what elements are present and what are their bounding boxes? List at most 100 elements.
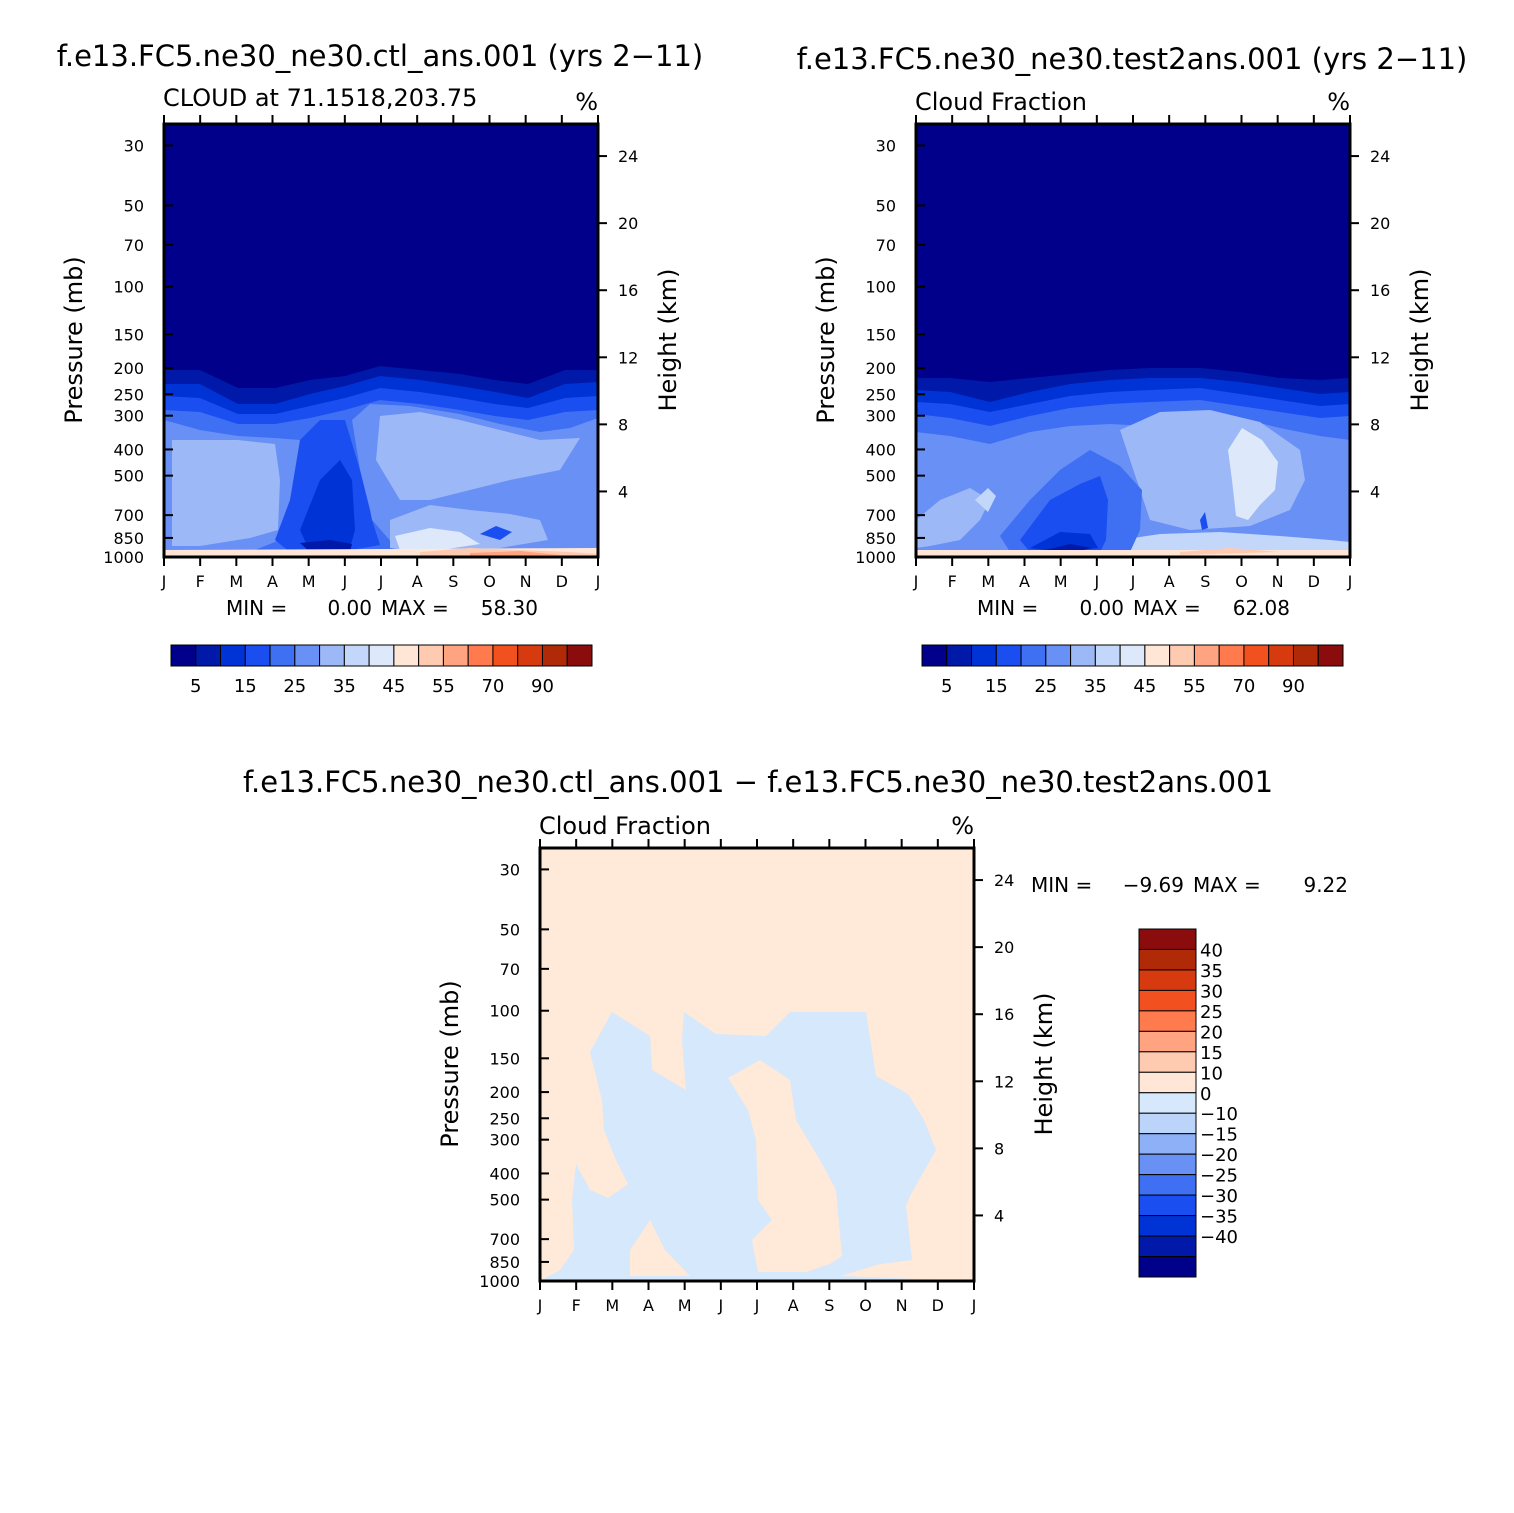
- x-tick-label: A: [412, 572, 423, 591]
- colorbar-swatch: [195, 644, 222, 667]
- x-tick-label: A: [267, 572, 278, 591]
- colorbar-swatch: [393, 644, 420, 667]
- y-tick-label: 1000: [855, 548, 896, 567]
- x-tick-label: A: [1019, 572, 1030, 591]
- x-tick-label: O: [859, 1296, 872, 1315]
- y-tick-label: 100: [865, 278, 896, 297]
- colorbar-label: 15: [1200, 1043, 1223, 1064]
- colorbar-label: 15: [234, 676, 257, 697]
- max-label: MAX =: [381, 596, 449, 620]
- y-tick-label: 50: [500, 920, 520, 939]
- colorbar-swatch: [1218, 644, 1245, 667]
- colorbar-swatch: [492, 644, 519, 667]
- height-tick-label: 16: [994, 1005, 1014, 1024]
- colorbar-swatch: [467, 644, 494, 667]
- y-axis-height: 24 20 16 12 8 4: [1350, 147, 1390, 501]
- colorbar-label: −20: [1200, 1145, 1238, 1166]
- contour-band-20d: [1200, 512, 1208, 530]
- colorbar-swatch: [368, 644, 395, 667]
- max-label: MAX =: [1133, 596, 1201, 620]
- x-tick-label: F: [196, 572, 205, 591]
- colorbar-swatch: [1138, 1030, 1197, 1053]
- y-tick-label: 200: [489, 1083, 520, 1102]
- colorbar-swatch: [1138, 1112, 1197, 1135]
- colorbar-label: 25: [283, 676, 306, 697]
- panel-test: f.e13.FC5.ne30_ne30.test2ans.001 (yrs 2−…: [797, 42, 1468, 697]
- units-label: %: [575, 88, 598, 116]
- colorbar-swatch: [244, 644, 271, 667]
- min-value: −9.69: [1123, 873, 1184, 897]
- colorbar-swatch: [517, 644, 543, 667]
- contour-band-40: [1228, 428, 1278, 520]
- x-tick-label: D: [556, 572, 568, 591]
- y-tick-label: 300: [113, 407, 144, 426]
- x-tick-label: J: [595, 572, 601, 591]
- colorbar-swatch: [1138, 1215, 1197, 1237]
- min-value: 0.00: [327, 596, 372, 620]
- contour-band-40: [395, 528, 480, 550]
- colorbar-labels: 5 15 25 35 45 55 70 90: [190, 676, 554, 697]
- colorbar-swatch: [1094, 644, 1121, 667]
- colorbar-swatch: [946, 644, 973, 667]
- contour-field: [916, 124, 1350, 557]
- colorbar-label: 25: [1200, 1002, 1223, 1023]
- x-tick-label: J: [1130, 572, 1136, 591]
- colorbar-swatch: [442, 644, 469, 667]
- x-tick-label: A: [643, 1296, 654, 1315]
- colorbar-swatch: [1138, 948, 1197, 971]
- y-axis-label: Pressure (mb): [812, 256, 840, 423]
- y-tick-label: 700: [865, 506, 896, 525]
- colorbar-swatch: [269, 644, 296, 667]
- colorbar-swatch: [1138, 1010, 1197, 1032]
- colorbar-swatch: [995, 644, 1022, 667]
- colorbar: [170, 644, 593, 667]
- x-tick-label: S: [1200, 572, 1210, 591]
- contour-band-35: [172, 440, 280, 546]
- contour-band-40c: [1120, 532, 1350, 552]
- panel-subtitle: CLOUD at 71.1518,203.75: [163, 84, 477, 112]
- height-tick-label: 8: [994, 1139, 1004, 1158]
- colorbar-label: 5: [941, 676, 952, 697]
- y-tick-label: 850: [489, 1253, 520, 1272]
- contour-band-35b: [376, 412, 580, 500]
- x-tick-label: M: [229, 572, 243, 591]
- y-tick-label: 300: [489, 1131, 520, 1150]
- height-tick-label: 12: [1370, 348, 1390, 367]
- x-tick-label: J: [537, 1296, 543, 1315]
- y-tick-label: 150: [865, 325, 896, 344]
- colorbar-label: −35: [1200, 1207, 1238, 1228]
- x-tick-label: J: [971, 1296, 977, 1315]
- y-tick-label: 850: [113, 529, 144, 548]
- y-tick-label: 100: [113, 278, 144, 297]
- y-tick-label: 150: [113, 325, 144, 344]
- colorbar-label: 55: [432, 676, 455, 697]
- y-axis-height: 24 20 16 12 8 4: [974, 871, 1014, 1225]
- colorbar-swatch: [1292, 644, 1319, 667]
- colorbar-swatch: [170, 644, 197, 667]
- colorbar-swatch: [1138, 1071, 1197, 1094]
- y-tick-label: 400: [489, 1164, 520, 1183]
- x-tick-label: D: [932, 1296, 944, 1315]
- y-tick-label: 700: [489, 1230, 520, 1249]
- colorbar-swatch: [1020, 644, 1047, 667]
- panel-title: f.e13.FC5.ne30_ne30.ctl_ans.001 − f.e13.…: [243, 765, 1273, 799]
- colorbar-swatch: [343, 644, 370, 667]
- colorbar-labels: 5 15 25 35 45 55 70 90: [941, 676, 1305, 697]
- y-tick-label: 50: [876, 196, 896, 215]
- height-tick-label: 4: [618, 482, 628, 501]
- x-tick-label: M: [981, 572, 995, 591]
- height-tick-label: 20: [1370, 214, 1390, 233]
- x-tick-label: O: [1235, 572, 1248, 591]
- units-label: %: [951, 812, 974, 840]
- contour-band-10d: [300, 540, 352, 552]
- panel-subtitle: Cloud Fraction: [915, 88, 1087, 116]
- colorbar-label: 30: [1200, 981, 1223, 1002]
- colorbar-swatch: [1138, 1235, 1197, 1258]
- min-value: 0.00: [1079, 596, 1124, 620]
- x-tick-label: J: [341, 572, 347, 591]
- y-tick-label: 50: [124, 196, 144, 215]
- y-tick-label: 150: [489, 1049, 520, 1068]
- y-tick-label: 70: [876, 236, 896, 255]
